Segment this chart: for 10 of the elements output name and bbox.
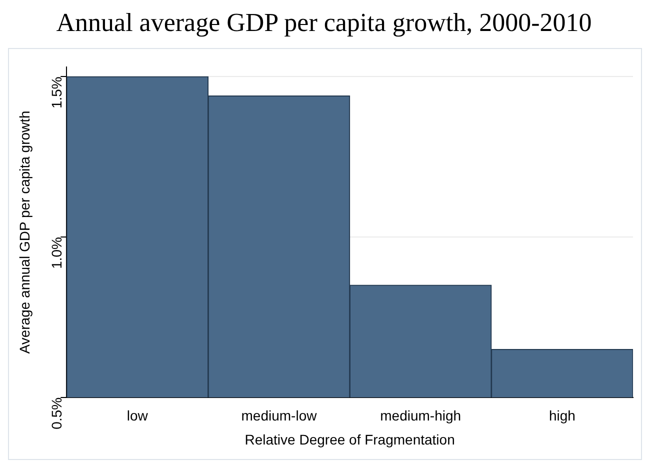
y-tick-label: 1.5% <box>48 76 64 109</box>
x-tick-label: medium-high <box>380 408 462 424</box>
chart-title: Annual average GDP per capita growth, 2000-2010 <box>55 8 593 38</box>
x-tick-label: high <box>548 408 576 424</box>
y-axis-title: Average annual GDP per capita growth <box>16 110 32 354</box>
x-tick-label: medium-low <box>241 408 318 424</box>
y-tick-label: 1.0% <box>48 237 64 269</box>
x-axis-title: Relative Degree of Fragmentation <box>244 431 455 448</box>
y-tick-label: 0.5% <box>48 397 64 430</box>
x-tick-label: low <box>126 408 149 424</box>
